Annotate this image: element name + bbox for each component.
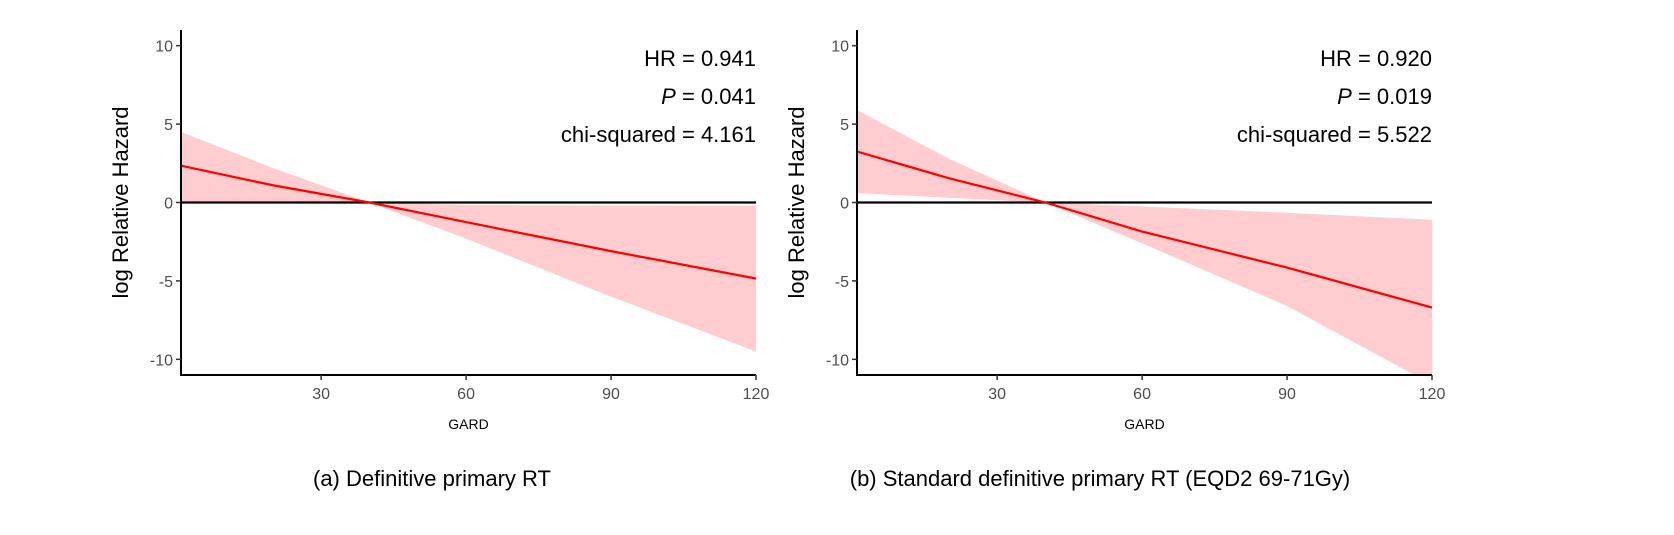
y-tick-label: -5 bbox=[835, 274, 849, 291]
confidence-band bbox=[181, 131, 756, 352]
p-label: P bbox=[661, 84, 676, 109]
y-axis-title: log Relative Hazard bbox=[784, 107, 809, 299]
p-label: P bbox=[1337, 84, 1352, 109]
x-tick-label: 120 bbox=[743, 386, 770, 403]
y-axis-title: log Relative Hazard bbox=[108, 107, 133, 299]
chi-squared-annotation: chi-squared = 5.522 bbox=[1237, 122, 1432, 147]
estimate-line bbox=[857, 150, 1432, 309]
y-tick-label: 10 bbox=[831, 39, 849, 56]
p-annotation: P = 0.041 bbox=[661, 84, 756, 109]
y-tick-label: -10 bbox=[826, 352, 849, 369]
x-axis-title: GARD bbox=[448, 416, 488, 432]
y-tick-label: 5 bbox=[840, 117, 849, 134]
y-tick-label: 5 bbox=[164, 117, 173, 134]
p-value: = 0.019 bbox=[1352, 84, 1432, 109]
chi-squared-annotation: chi-squared = 4.161 bbox=[561, 122, 756, 147]
x-tick-label: 60 bbox=[1133, 386, 1151, 403]
confidence-band bbox=[857, 109, 1432, 375]
hr-annotation: HR = 0.920 bbox=[1320, 46, 1432, 71]
x-tick-label: 120 bbox=[1419, 386, 1446, 403]
hr-annotation: HR = 0.941 bbox=[644, 46, 756, 71]
x-tick-label: 90 bbox=[1278, 386, 1296, 403]
x-tick-label: 90 bbox=[602, 386, 620, 403]
panel-b: 10 5 0 -5 -10 30 60 90 120 log Relative Hazard GAR… bbox=[784, 30, 1445, 491]
x-tick-label: 30 bbox=[312, 386, 330, 403]
panel-caption: (a) Definitive primary RT bbox=[313, 466, 551, 491]
p-value: = 0.041 bbox=[676, 84, 756, 109]
y-tick-label: 0 bbox=[164, 196, 173, 213]
x-tick-label: 30 bbox=[988, 386, 1006, 403]
y-tick-label: -10 bbox=[150, 352, 173, 369]
y-tick-label: -5 bbox=[159, 274, 173, 291]
y-tick-label: 0 bbox=[840, 196, 849, 213]
panel-caption: (b) Standard definitive primary RT (EQD2… bbox=[850, 466, 1351, 491]
estimate-line bbox=[181, 164, 756, 280]
y-tick-label: 10 bbox=[155, 39, 173, 56]
p-annotation: P = 0.019 bbox=[1337, 84, 1432, 109]
panel-a: 10 5 0 -5 -10 30 60 90 120 log Relative Hazard GAR… bbox=[108, 30, 769, 491]
x-tick-label: 60 bbox=[457, 386, 475, 403]
x-axis-title: GARD bbox=[1124, 416, 1164, 432]
